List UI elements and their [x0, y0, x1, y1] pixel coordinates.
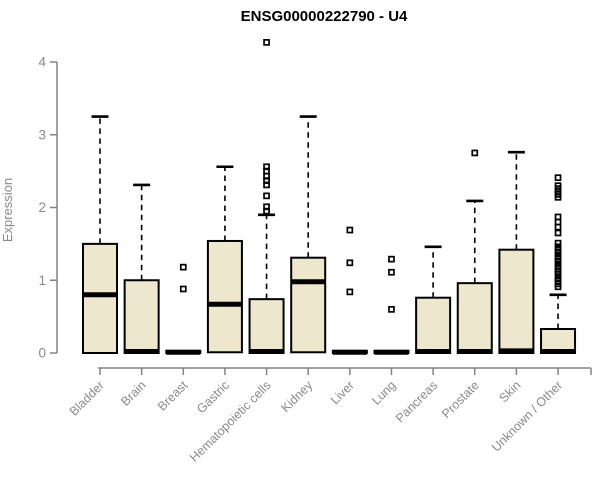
y-tick-label: 2 — [38, 200, 46, 215]
x-tick-label: Skin — [496, 378, 523, 405]
outlier-point — [263, 181, 270, 189]
x-tick-label: Breast — [155, 378, 191, 414]
box-hematopoietic-cells — [248, 298, 285, 355]
outlier-point — [388, 255, 395, 263]
outlier-point — [263, 192, 270, 200]
outlier-point — [346, 226, 354, 234]
x-tick-label: Bladder — [67, 378, 107, 418]
chart-title: ENSG00000222790 - U4 — [240, 8, 408, 25]
outlier-point — [554, 239, 562, 247]
outlier-point — [554, 249, 562, 256]
x-tick-label: Gastric — [194, 378, 232, 416]
outlier-point — [554, 223, 562, 231]
outlier-point — [346, 259, 354, 267]
y-tick-label: 0 — [38, 346, 46, 361]
box-prostate — [456, 282, 493, 354]
outlier-point — [346, 288, 354, 296]
y-axis-title: Expression — [0, 177, 15, 243]
x-tick-label: Liver — [328, 378, 357, 407]
outlier-point — [554, 258, 562, 266]
box-bladder — [82, 242, 118, 354]
box-gastric — [206, 239, 243, 354]
x-tick-label: Unknown / Other — [489, 378, 565, 454]
outlier-point — [554, 229, 562, 237]
x-tick-label: Hematopoietic cells — [187, 378, 274, 465]
box-brain — [123, 279, 160, 354]
outlier-point — [554, 193, 562, 201]
outlier-point — [179, 263, 187, 271]
x-tick-label: Lung — [369, 378, 399, 408]
outlier-point — [263, 207, 270, 215]
x-tick-label: Brain — [118, 378, 149, 409]
outlier-point — [471, 149, 479, 157]
outlier-point — [388, 268, 395, 276]
outlier-point — [179, 285, 187, 293]
y-tick-label: 1 — [38, 273, 46, 288]
box-kidney — [290, 256, 327, 354]
x-tick-label: Prostate — [439, 378, 482, 421]
box-skin — [498, 248, 535, 355]
outlier-point — [388, 306, 395, 313]
outlier-point — [554, 283, 562, 291]
x-tick-label: Pancreas — [393, 378, 440, 425]
y-tick-label: 4 — [38, 55, 46, 70]
y-tick-label: 3 — [38, 127, 46, 142]
x-tick-label: Kidney — [278, 378, 315, 415]
outlier-point — [554, 174, 562, 182]
outlier-point — [554, 271, 562, 278]
box-pancreas — [415, 296, 452, 354]
outlier-point — [263, 39, 270, 46]
